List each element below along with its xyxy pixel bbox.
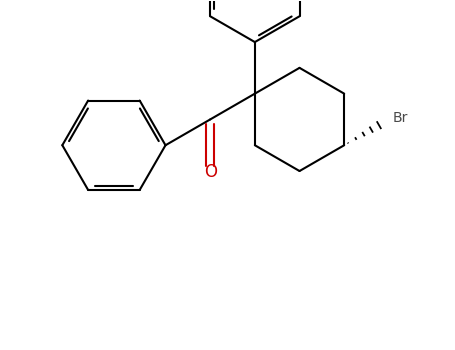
Text: Br: Br: [393, 111, 409, 125]
Text: O: O: [204, 163, 217, 181]
